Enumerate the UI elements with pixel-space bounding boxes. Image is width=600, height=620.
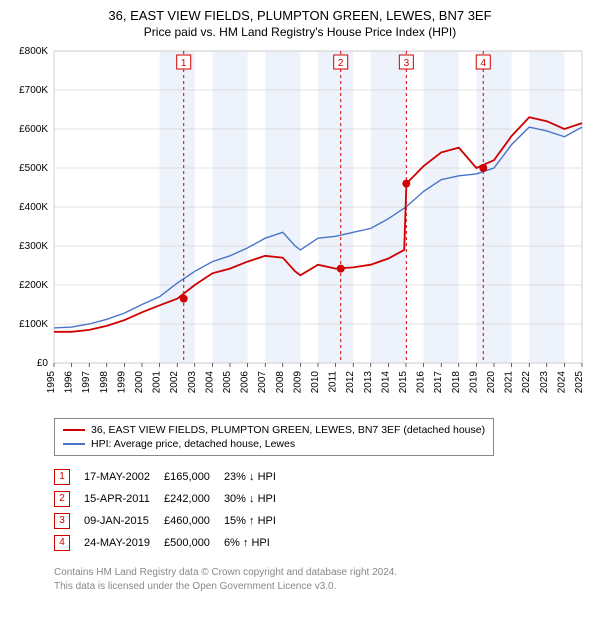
sale-number-box: 2 — [54, 491, 70, 507]
chart-container: £0 £100K £200K £300K £400K £500K £600K £700K £80… — [8, 45, 592, 408]
svg-text:2009: 2009 — [292, 371, 303, 394]
svg-text:£100K: £100K — [19, 319, 48, 330]
svg-text:2018: 2018 — [451, 371, 462, 394]
svg-text:3: 3 — [404, 58, 410, 69]
legend-row: HPI: Average price, detached house, Lewe… — [63, 437, 485, 451]
sale-number-box: 4 — [54, 535, 70, 551]
svg-text:£800K: £800K — [19, 46, 48, 57]
sale-num-cell: 1 — [54, 466, 84, 488]
svg-text:2007: 2007 — [257, 371, 268, 394]
sale-num-cell: 2 — [54, 488, 84, 510]
svg-text:2012: 2012 — [345, 371, 356, 394]
svg-text:2024: 2024 — [556, 371, 567, 394]
sale-date: 24-MAY-2019 — [84, 532, 164, 554]
svg-text:2022: 2022 — [521, 371, 532, 394]
svg-text:2021: 2021 — [504, 371, 515, 394]
sale-number-box: 1 — [54, 469, 70, 485]
sales-row: 4 24-MAY-2019£500,0006% ↑ HPI — [54, 532, 290, 554]
sale-num-cell: 3 — [54, 510, 84, 532]
price-chart: £0 £100K £200K £300K £400K £500K £600K £700K £80… — [8, 45, 588, 405]
sale-price: £165,000 — [164, 466, 224, 488]
attribution: Contains HM Land Registry data © Crown c… — [54, 566, 592, 593]
sale-num-cell: 4 — [54, 532, 84, 554]
svg-text:2017: 2017 — [433, 371, 444, 394]
attribution-line-1: Contains HM Land Registry data © Crown c… — [54, 566, 592, 580]
svg-text:2003: 2003 — [187, 371, 198, 394]
svg-text:1996: 1996 — [64, 371, 75, 394]
sale-date: 09-JAN-2015 — [84, 510, 164, 532]
attribution-line-2: This data is licensed under the Open Gov… — [54, 580, 592, 594]
svg-text:£600K: £600K — [19, 124, 48, 135]
svg-text:£0: £0 — [37, 358, 49, 369]
title-line-2: Price paid vs. HM Land Registry's House … — [8, 25, 592, 39]
svg-text:1998: 1998 — [99, 371, 110, 394]
sale-price: £500,000 — [164, 532, 224, 554]
svg-text:1999: 1999 — [116, 371, 127, 394]
svg-text:2000: 2000 — [134, 371, 145, 394]
sale-date: 15-APR-2011 — [84, 488, 164, 510]
svg-text:2015: 2015 — [398, 371, 409, 394]
chart-title-block: 36, EAST VIEW FIELDS, PLUMPTON GREEN, LE… — [8, 8, 592, 39]
svg-text:2008: 2008 — [275, 371, 286, 394]
legend-row: 36, EAST VIEW FIELDS, PLUMPTON GREEN, LE… — [63, 423, 485, 437]
svg-text:2011: 2011 — [328, 371, 339, 393]
sale-hpi-delta: 6% ↑ HPI — [224, 532, 290, 554]
legend-label: HPI: Average price, detached house, Lewe… — [91, 438, 295, 450]
sale-hpi-delta: 30% ↓ HPI — [224, 488, 290, 510]
legend-swatch — [63, 429, 85, 431]
legend-label: 36, EAST VIEW FIELDS, PLUMPTON GREEN, LE… — [91, 424, 485, 436]
svg-text:£200K: £200K — [19, 280, 48, 291]
svg-text:2001: 2001 — [152, 371, 163, 394]
svg-text:2014: 2014 — [380, 371, 391, 394]
svg-text:1997: 1997 — [81, 371, 92, 394]
svg-text:2025: 2025 — [574, 371, 585, 394]
svg-text:1: 1 — [181, 58, 187, 69]
svg-text:2023: 2023 — [539, 371, 550, 394]
svg-text:£400K: £400K — [19, 202, 48, 213]
svg-text:2013: 2013 — [363, 371, 374, 394]
sales-row: 1 17-MAY-2002£165,00023% ↓ HPI — [54, 466, 290, 488]
svg-text:2004: 2004 — [204, 371, 215, 394]
sale-hpi-delta: 15% ↑ HPI — [224, 510, 290, 532]
svg-text:2020: 2020 — [486, 371, 497, 394]
sale-date: 17-MAY-2002 — [84, 466, 164, 488]
legend-swatch — [63, 443, 85, 445]
sale-number-box: 3 — [54, 513, 70, 529]
svg-text:2: 2 — [338, 58, 344, 69]
svg-text:£300K: £300K — [19, 241, 48, 252]
svg-text:1995: 1995 — [46, 371, 57, 394]
svg-text:2019: 2019 — [468, 371, 479, 394]
svg-text:4: 4 — [480, 58, 486, 69]
title-line-1: 36, EAST VIEW FIELDS, PLUMPTON GREEN, LE… — [8, 8, 592, 23]
legend: 36, EAST VIEW FIELDS, PLUMPTON GREEN, LE… — [54, 418, 494, 456]
svg-text:2005: 2005 — [222, 371, 233, 394]
sales-row: 2 15-APR-2011£242,00030% ↓ HPI — [54, 488, 290, 510]
svg-text:2006: 2006 — [240, 371, 251, 394]
svg-text:£500K: £500K — [19, 163, 48, 174]
sale-price: £242,000 — [164, 488, 224, 510]
sale-hpi-delta: 23% ↓ HPI — [224, 466, 290, 488]
sales-table: 1 17-MAY-2002£165,00023% ↓ HPI 2 15-APR-201… — [54, 466, 290, 554]
svg-text:2016: 2016 — [416, 371, 427, 394]
sale-price: £460,000 — [164, 510, 224, 532]
sales-row: 3 09-JAN-2015£460,00015% ↑ HPI — [54, 510, 290, 532]
svg-text:£700K: £700K — [19, 85, 48, 96]
svg-text:2010: 2010 — [310, 371, 321, 394]
svg-text:2002: 2002 — [169, 371, 180, 394]
